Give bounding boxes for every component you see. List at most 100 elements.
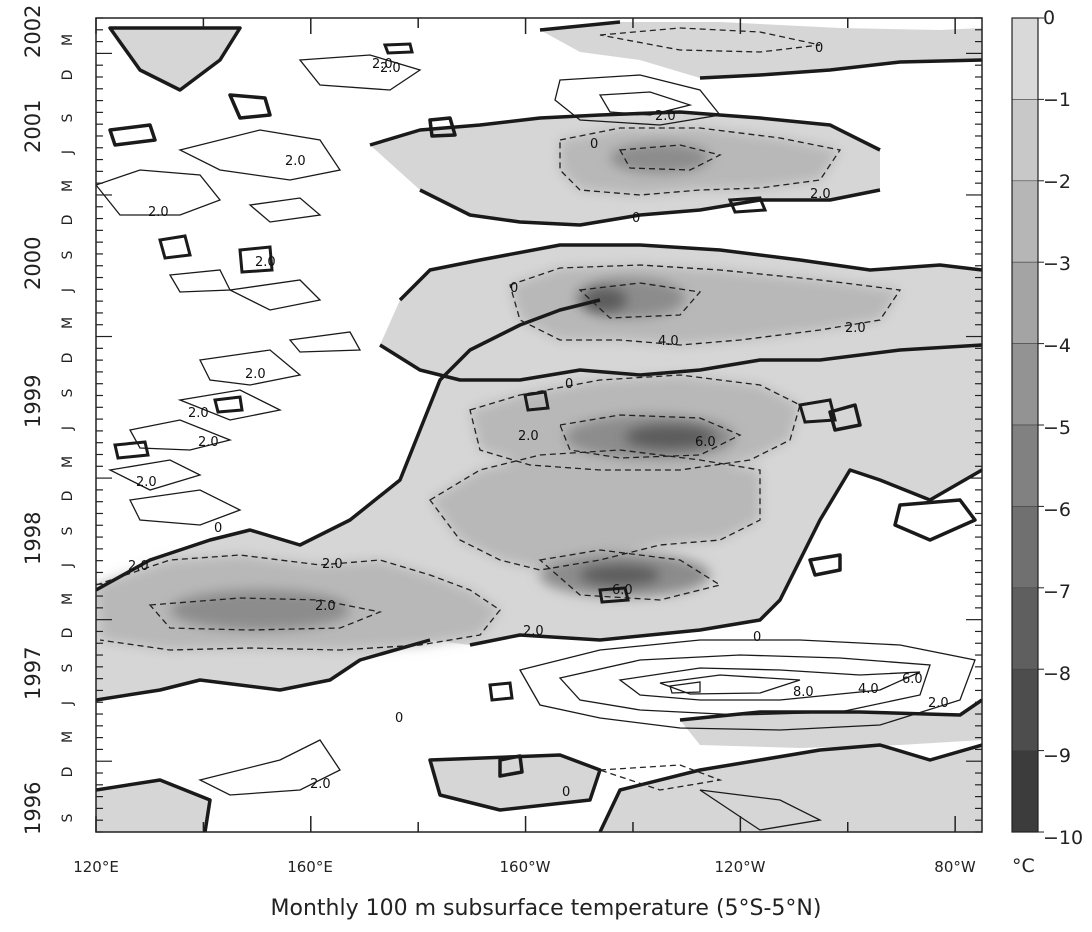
zero-line-1998-south <box>469 468 982 647</box>
contour-label: 2.0 <box>322 557 343 572</box>
neg-contour-2000 <box>509 264 902 346</box>
contour-label: 2.0 <box>188 406 209 421</box>
contour-label: 2.0 <box>315 599 336 614</box>
y-axis <box>96 17 982 833</box>
region-1996-west <box>96 780 210 832</box>
month-label: M <box>60 34 76 46</box>
deep-core-1999 <box>625 425 715 449</box>
neg-contour-2001-inner <box>618 144 722 171</box>
colorbar-tick-label: −5 <box>1043 417 1071 439</box>
contour-label: 4.0 <box>858 682 879 697</box>
month-label: J <box>60 288 76 293</box>
contour-label: 2.0 <box>198 435 219 450</box>
year-label: 2001 <box>21 100 45 153</box>
pos-contour-1997-5 <box>669 681 701 694</box>
year-label: 1997 <box>21 647 45 700</box>
colorbar-segment <box>1011 180 1039 263</box>
month-label: J <box>60 150 76 155</box>
band-1998 <box>430 450 760 570</box>
contour-label: 2.0 <box>380 61 401 76</box>
zero-loop-1998-east <box>893 498 977 542</box>
pos-contour-1999-2 <box>177 389 282 421</box>
year-label: 1998 <box>21 512 45 565</box>
loop-f <box>727 196 768 214</box>
year-labels: 1996 1997 1998 1999 2000 2001 2002 <box>21 5 45 835</box>
year-label: 1996 <box>21 782 45 835</box>
colorbar-tick-label: −6 <box>1043 499 1071 521</box>
month-label: D <box>60 353 76 364</box>
zero-line-2001-south <box>419 188 881 227</box>
contour-label: 2.0 <box>655 109 676 124</box>
colorbar-segment <box>1011 424 1039 507</box>
neg-contour-1997-south <box>599 764 723 791</box>
colorbar-unit: °C <box>1012 855 1035 877</box>
colorbar-tick-label: −3 <box>1043 253 1071 275</box>
colorbar-tick-label: −4 <box>1043 335 1071 357</box>
pos-contour-2001-3 <box>248 197 322 223</box>
month-label: S <box>60 388 76 397</box>
month-labels: S D M J S D M J S D M J S D M J S D M J … <box>60 34 76 822</box>
region-early-1997-east <box>600 745 982 832</box>
contour-label: 0 <box>395 711 403 726</box>
month-label: M <box>60 593 76 605</box>
zero-line-1996-west <box>96 778 212 832</box>
anomaly-fill-darkest <box>580 288 715 585</box>
month-label: S <box>60 526 76 535</box>
region-2002-west <box>110 28 240 90</box>
loop-a <box>158 234 192 260</box>
contour-label: 2.0 <box>310 777 331 792</box>
loop-j <box>382 42 414 55</box>
year-label: 1999 <box>21 375 45 428</box>
month-label: D <box>60 70 76 81</box>
month-label: D <box>60 491 76 502</box>
pos-contour-2000-1 <box>199 349 302 386</box>
colorbar-tick-label: 0 <box>1043 7 1055 29</box>
pos-contour-2000-3 <box>168 269 232 293</box>
x-tick-labels: 120°E 160°E 160°W 120°W 80°W <box>73 858 976 876</box>
x-tick-label: 120°E <box>73 858 119 876</box>
region-1997-small <box>430 755 600 810</box>
contour-label: 2.0 <box>285 154 306 169</box>
month-label: M <box>60 317 76 329</box>
month-label: D <box>60 628 76 639</box>
neg-contour-2000-inner <box>578 282 702 319</box>
contour-label: 0 <box>815 41 823 56</box>
zero-line-1997-2000 <box>96 298 601 592</box>
x-tick-label: 160°E <box>287 858 333 876</box>
contour-label: 2.0 <box>148 205 169 220</box>
pos-contour-1999-1 <box>128 419 233 451</box>
neg-contour-1999 <box>469 374 801 471</box>
pos-contour-1998-2 <box>107 459 202 491</box>
zero-line-1996-south <box>96 638 431 702</box>
negative-contours <box>96 27 902 791</box>
month-label: M <box>60 731 76 743</box>
colorbar-segment <box>1011 17 1039 100</box>
neg-contour-2002 <box>599 27 821 53</box>
month-label: S <box>60 250 76 259</box>
contour-label: 2.0 <box>928 696 949 711</box>
zero-contours <box>96 20 982 832</box>
positive-contours <box>96 54 976 831</box>
contour-label: 0 <box>565 377 573 392</box>
colorbar-segment <box>1011 668 1039 751</box>
month-label: S <box>60 113 76 122</box>
colorbar-segment <box>1011 99 1039 182</box>
colorbar-labels: 0 −1 −2 −3 −4 −5 −6 −7 −8 −9 −10 °C <box>1012 7 1083 877</box>
pos-contour-2001-2 <box>178 129 342 181</box>
x-tick-label: 120°W <box>715 858 766 876</box>
pos-contour-2002-1 <box>298 54 422 91</box>
zero-loop-2001-small <box>428 116 457 138</box>
pos-contour-2002-2 <box>554 74 722 126</box>
neg-contour-1997-inner <box>148 597 383 631</box>
plot-frame <box>95 17 983 833</box>
zero-line-1997-lower <box>428 753 602 812</box>
month-label: D <box>60 767 76 778</box>
figure-caption: Monthly 100 m subsurface temperature (5°… <box>270 896 822 921</box>
contour-label: 6.0 <box>612 583 633 598</box>
contour-label: 0 <box>562 785 570 800</box>
anomaly-fill-medium <box>96 128 900 650</box>
contour-label: 2.0 <box>518 429 539 444</box>
pos-contour-2000-2 <box>227 279 322 311</box>
zero-loop-2001 <box>228 93 272 120</box>
colorbar-tick-label: −7 <box>1043 581 1071 603</box>
